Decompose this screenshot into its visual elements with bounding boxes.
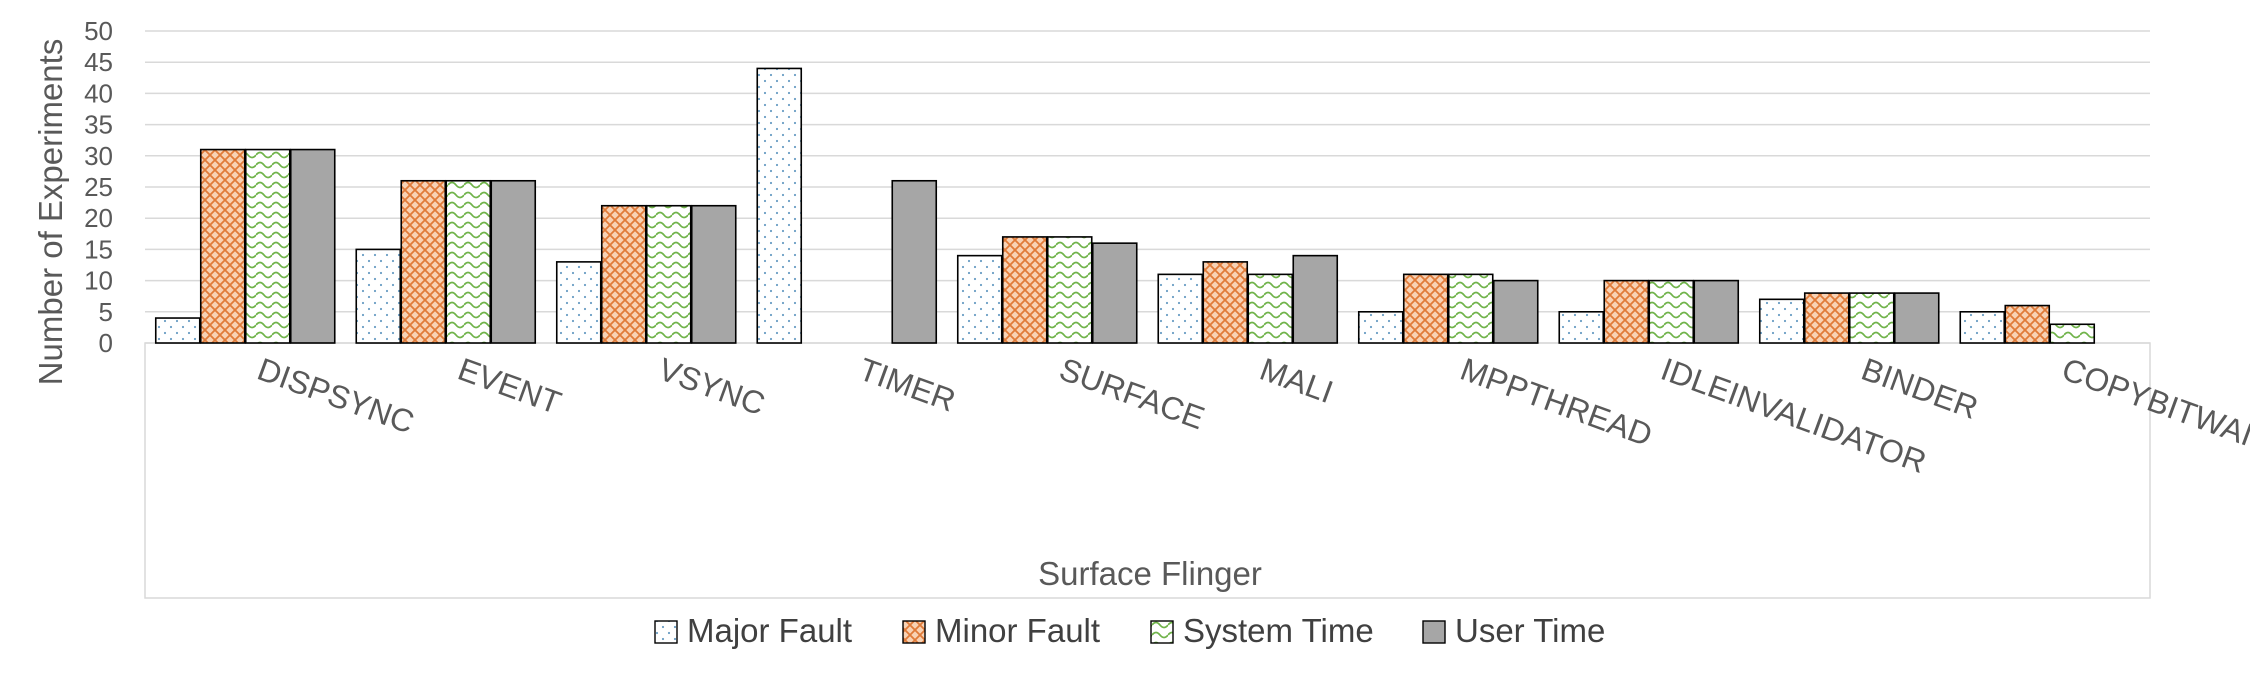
bar	[289, 148, 336, 344]
bar	[355, 248, 402, 344]
legend-label: User Time	[1455, 612, 1605, 649]
y-axis-title: Number of Experiments	[32, 39, 69, 386]
bar	[555, 261, 602, 344]
legend-label: Major Fault	[687, 612, 852, 649]
x-tick-label: MPPTHREAD	[1456, 351, 1657, 454]
bar	[690, 204, 737, 344]
x-tick-label: SURFACE	[1055, 351, 1209, 437]
x-tick-label: BINDER	[1857, 351, 1983, 426]
bar	[1848, 292, 1895, 344]
x-tick-label: COPYBITWAIT	[2057, 351, 2250, 460]
bar	[400, 179, 447, 344]
y-tick-label: 25	[84, 172, 113, 202]
bar	[1758, 298, 1805, 344]
bar	[1402, 273, 1449, 344]
bar	[645, 204, 692, 344]
y-tick-label: 30	[84, 141, 113, 171]
bar	[2004, 304, 2051, 344]
legend: Major Fault Minor Fault System Time User Ti…	[654, 612, 1605, 649]
bar	[1648, 279, 1695, 344]
bar	[1558, 310, 1605, 344]
y-tick-label: 0	[99, 328, 113, 358]
bar	[1893, 292, 1940, 344]
y-tick-label: 45	[84, 47, 113, 77]
bar	[891, 179, 938, 344]
legend-swatch	[654, 620, 678, 644]
bar	[445, 179, 492, 344]
bar	[1046, 236, 1093, 344]
bar	[1803, 292, 1850, 344]
legend-swatch	[1150, 620, 1174, 644]
bar	[756, 67, 803, 344]
x-tick-label: TIMER	[854, 351, 960, 419]
bar	[244, 148, 291, 344]
legend-label: System Time	[1183, 612, 1374, 649]
bar	[1492, 279, 1539, 344]
bar	[1693, 279, 1740, 344]
bar	[154, 317, 201, 344]
x-tick-label: EVENT	[453, 351, 566, 421]
x-tick-label: VSYNC	[654, 351, 770, 423]
y-tick-label: 40	[84, 78, 113, 108]
bar	[2049, 323, 2096, 344]
bar	[600, 204, 647, 344]
bars	[154, 67, 2096, 344]
y-tick-label: 5	[99, 297, 113, 327]
y-tick-label: 35	[84, 110, 113, 140]
bar	[1247, 273, 1294, 344]
x-axis-title: Surface Flinger	[1038, 555, 1262, 592]
legend-swatch	[1422, 620, 1446, 644]
bar	[1001, 236, 1048, 344]
bar	[1959, 310, 2006, 344]
y-tick-label: 15	[84, 234, 113, 264]
bar	[956, 254, 1003, 344]
y-tick-label: 10	[84, 266, 113, 296]
legend-label: Minor Fault	[935, 612, 1100, 649]
x-axis-category-labels: DISPSYNC EVENT VSYNC TIMER SURFACE MALI MPPTHR…	[253, 351, 2250, 480]
bar	[1091, 242, 1138, 344]
bar	[1202, 261, 1249, 344]
x-tick-label: DISPSYNC	[253, 351, 419, 441]
y-tick-label: 50	[84, 16, 113, 46]
bar	[1357, 310, 1404, 344]
legend-swatch	[902, 620, 926, 644]
bar	[1603, 279, 1650, 344]
x-tick-label: MALI	[1255, 351, 1337, 410]
bar	[1447, 273, 1494, 344]
bar	[1292, 254, 1339, 344]
bar	[1157, 273, 1204, 344]
y-tick-label: 20	[84, 203, 113, 233]
bar	[490, 179, 537, 344]
bar	[199, 148, 246, 344]
